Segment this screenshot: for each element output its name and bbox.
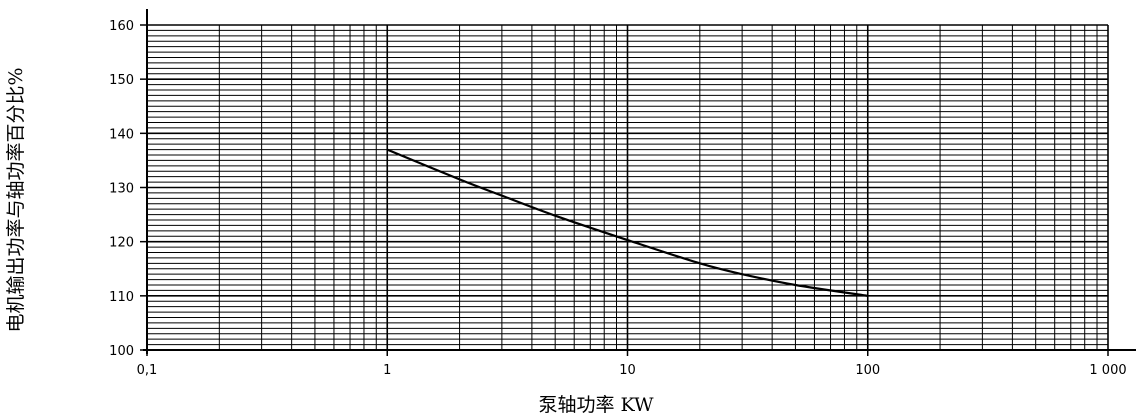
y-tick-label: 110 [109, 290, 134, 305]
y-tick-label: 120 [109, 236, 134, 251]
x-tick-label: 10 [619, 363, 636, 378]
x-tick-label: 0,1 [137, 363, 158, 378]
series-line [386, 148, 868, 297]
y-tick-label: 160 [109, 19, 134, 34]
y-tick-label: 100 [109, 344, 134, 359]
x-tick-label: 1 [383, 363, 391, 378]
x-axis-title: 泵轴功率 KW [538, 394, 654, 416]
x-tick-label: 1 000 [1089, 363, 1126, 378]
y-tick-label: 130 [109, 182, 134, 197]
grid-x [218, 25, 1109, 350]
y-tick-label: 150 [109, 73, 134, 88]
x-tick-label: 100 [855, 363, 880, 378]
y-axis-title: 电机输出功率与轴功率百分比% [5, 67, 27, 332]
series-layer [386, 148, 868, 297]
y-tick-label: 140 [109, 127, 134, 142]
